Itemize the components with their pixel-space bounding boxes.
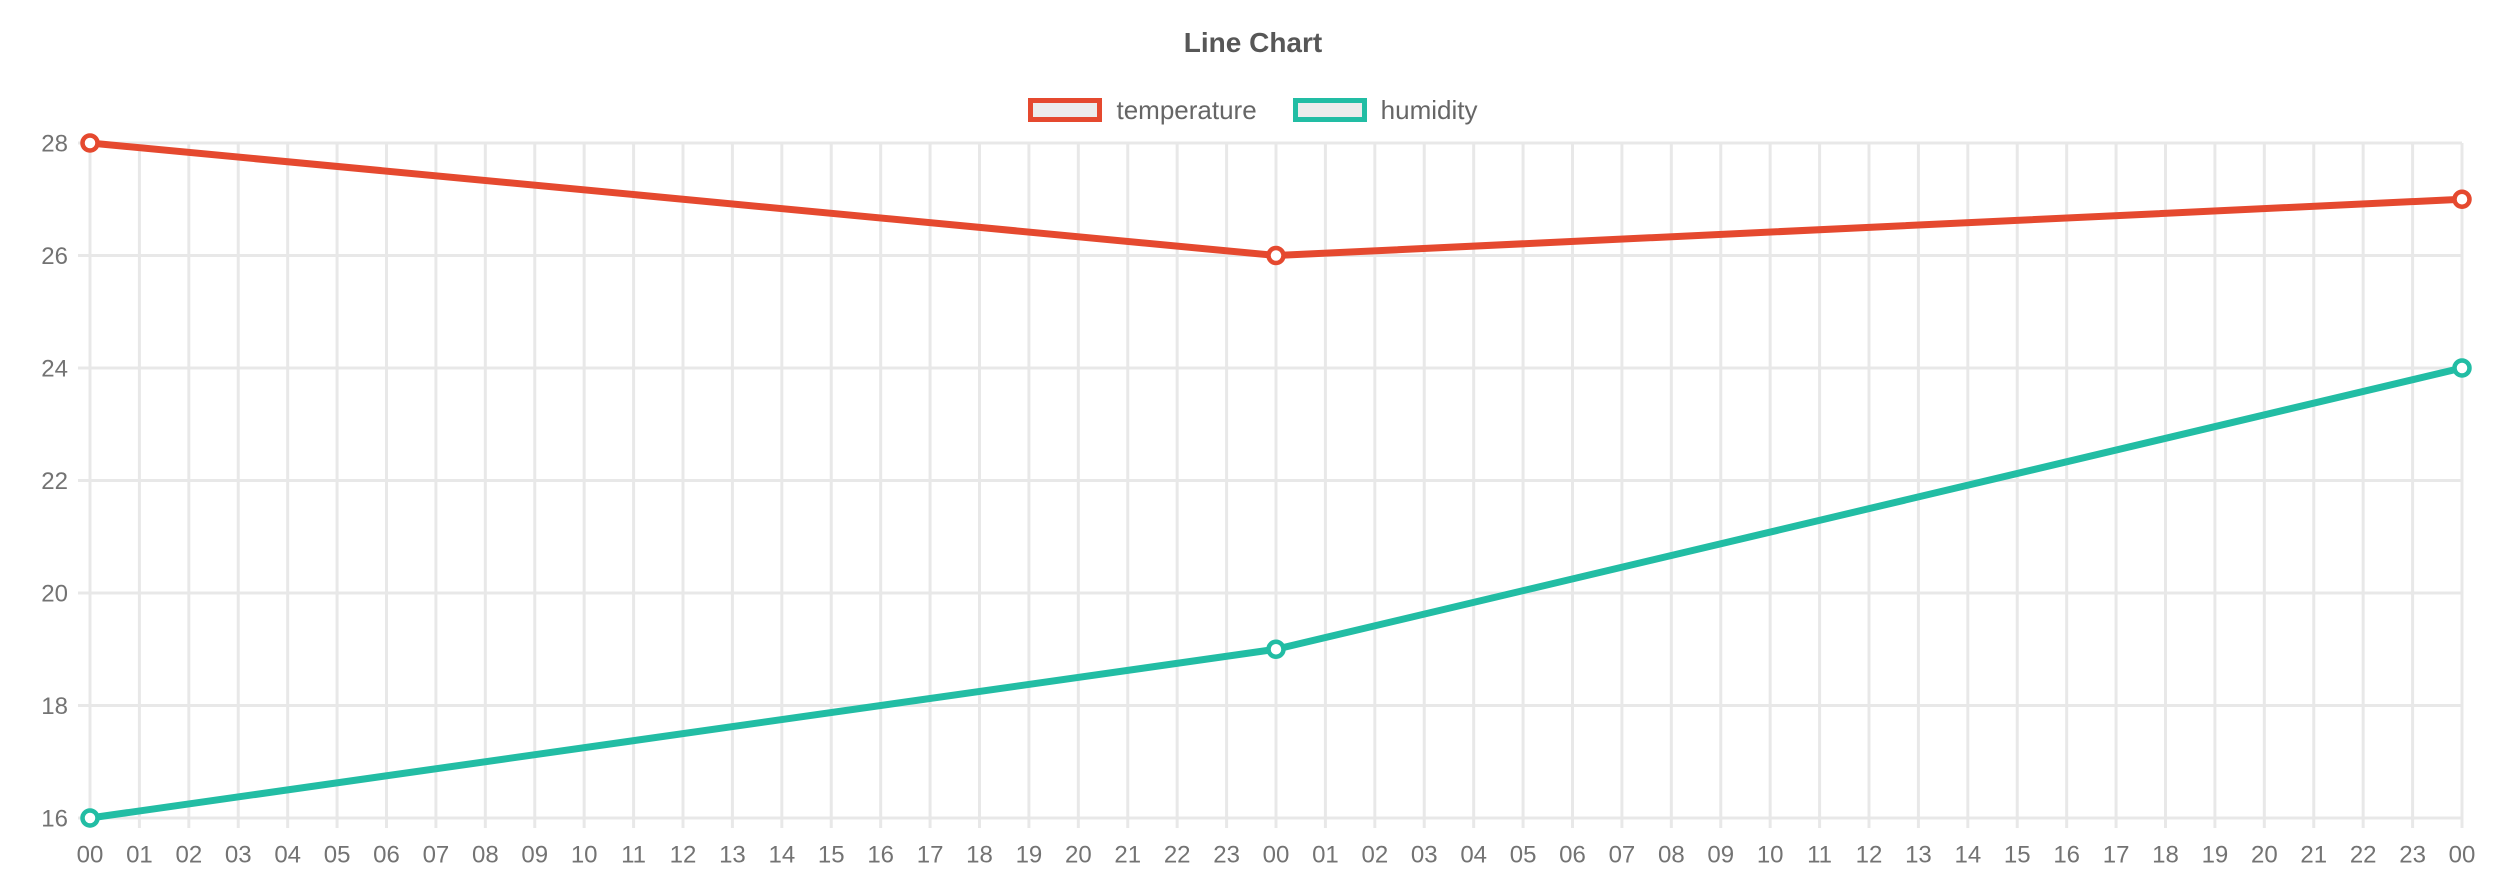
x-tick-label: 16 [2053,841,2080,868]
x-tick-label: 06 [373,841,400,868]
x-tick-label: 04 [274,841,301,868]
y-grid: 16 18 20 22 24 26 28 [41,130,2462,832]
x-tick-label: 07 [1609,841,1636,868]
x-tick-label: 19 [1016,841,1043,868]
x-tick-label: 21 [1114,841,1141,868]
y-tick-label: 24 [41,355,68,382]
x-tick-label: 22 [2350,841,2377,868]
x-tick-label: 20 [1065,841,1092,868]
x-tick-label: 12 [670,841,697,868]
x-tick-label: 01 [126,841,153,868]
x-grid: 00 01 02 03 04 05 06 07 08 09 10 11 12 13 14 15 16 17 18 19… [77,143,2476,868]
y-tick-label: 20 [41,580,68,607]
x-tick-label: 16 [867,841,894,868]
x-tick-label: 02 [1361,841,1388,868]
y-tick-label: 28 [41,130,68,157]
legend-label: humidity [1380,95,1478,125]
x-tick-label: 23 [2399,841,2426,868]
x-tick-label: 13 [1905,841,1932,868]
legend-swatch-humidity [1292,98,1367,122]
data-point-humidity[interactable] [80,808,100,828]
x-tick-label: 00 [1263,841,1290,868]
x-tick-label: 10 [1757,841,1784,868]
x-tick-label: 14 [1954,841,1981,868]
x-tick-label: 20 [2251,841,2278,868]
x-tick-label: 12 [1856,841,1883,868]
x-tick-label: 09 [521,841,548,868]
x-tick-label: 05 [324,841,351,868]
x-tick-label: 13 [719,841,746,868]
x-tick-label: 03 [1411,841,1438,868]
data-point-temperature[interactable] [1266,245,1286,266]
x-tick-label: 18 [966,841,993,868]
legend-item-humidity[interactable]: humidity [1292,95,1478,125]
x-tick-label: 02 [175,841,202,868]
x-tick-label: 08 [472,841,499,868]
y-tick-label: 16 [41,805,68,832]
x-tick-label: 21 [2300,841,2327,868]
x-tick-label: 15 [818,841,845,868]
x-tick-label: 06 [1559,841,1586,868]
data-point-temperature[interactable] [80,133,100,153]
x-tick-label: 10 [571,841,598,868]
x-tick-label: 03 [225,841,252,868]
x-tick-label: 09 [1707,841,1734,868]
x-tick-label: 15 [2004,841,2031,868]
x-tick-label: 04 [1460,841,1487,868]
x-tick-label: 22 [1164,841,1191,868]
data-point-humidity[interactable] [2452,358,2472,378]
x-tick-label: 14 [768,841,795,868]
x-tick-label: 05 [1510,841,1537,868]
x-tick-label: 11 [1807,841,1832,868]
y-tick-label: 22 [41,468,68,495]
legend-label: temperature [1116,95,1257,125]
data-point-temperature[interactable] [2452,189,2472,209]
legend-swatch-temperature [1028,98,1103,122]
y-tick-label: 18 [41,693,68,720]
x-tick-label: 17 [2103,841,2130,868]
legend-item-temperature[interactable]: temperature [1028,95,1257,125]
x-tick-label: 19 [2202,841,2229,868]
x-tick-label: 08 [1658,841,1685,868]
x-tick-label: 18 [2152,841,2179,868]
x-tick-label: 00 [2449,841,2476,868]
data-point-humidity[interactable] [1266,639,1286,659]
x-tick-label: 01 [1312,841,1339,868]
y-tick-label: 26 [41,243,68,270]
x-tick-label: 23 [1213,841,1240,868]
chart-title: Line Chart [1183,27,1323,58]
x-tick-label: 00 [77,841,104,868]
x-tick-label: 07 [423,841,450,868]
x-tick-label: 17 [917,841,944,868]
x-tick-label: 11 [621,841,646,868]
chart-legend: temperature humidity [0,96,2506,124]
